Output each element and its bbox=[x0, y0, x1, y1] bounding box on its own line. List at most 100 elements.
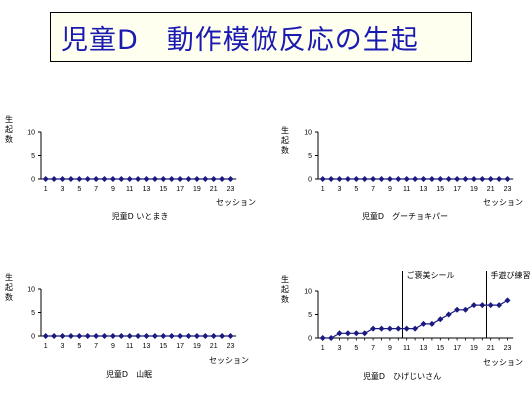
chart-caption: 児童D いとまき bbox=[112, 211, 169, 221]
data-point bbox=[151, 176, 158, 182]
y-tick-label: 10 bbox=[304, 289, 312, 296]
data-point bbox=[378, 176, 385, 182]
data-point bbox=[59, 176, 66, 182]
data-point bbox=[395, 176, 402, 182]
data-point bbox=[185, 176, 192, 182]
x-tick-label: 21 bbox=[487, 345, 495, 352]
data-point bbox=[487, 302, 494, 309]
y-axis-label: 起 bbox=[281, 136, 289, 145]
x-tick-label: 7 bbox=[94, 343, 98, 350]
x-tick-label: 3 bbox=[338, 345, 342, 352]
data-point bbox=[51, 333, 58, 339]
data-point bbox=[370, 176, 377, 182]
x-axis-label: セッション bbox=[209, 356, 249, 365]
data-point bbox=[420, 320, 427, 327]
x-tick-label: 3 bbox=[61, 186, 65, 193]
x-tick-label: 19 bbox=[470, 186, 478, 193]
data-point bbox=[412, 176, 419, 182]
x-tick-label: 5 bbox=[354, 186, 358, 193]
data-point bbox=[353, 330, 360, 337]
page-title: 児童D 動作模倣反応の生起 bbox=[61, 25, 419, 56]
x-tick-label: 17 bbox=[453, 345, 461, 352]
data-point bbox=[59, 333, 66, 339]
data-point bbox=[378, 325, 385, 332]
x-tick-label: 1 bbox=[44, 186, 48, 193]
data-point bbox=[160, 176, 167, 182]
x-tick-label: 13 bbox=[420, 186, 428, 193]
x-tick-label: 9 bbox=[388, 345, 392, 352]
data-point bbox=[319, 176, 326, 182]
data-point bbox=[437, 176, 444, 182]
y-tick-label: 10 bbox=[27, 287, 35, 294]
data-point bbox=[454, 306, 461, 313]
x-tick-label: 23 bbox=[504, 186, 512, 193]
data-point bbox=[135, 333, 142, 339]
x-tick-label: 5 bbox=[77, 343, 81, 350]
data-point bbox=[504, 176, 511, 182]
data-point bbox=[445, 176, 452, 182]
x-tick-label: 17 bbox=[453, 186, 461, 193]
y-axis-label: 数 bbox=[5, 292, 13, 302]
data-point bbox=[496, 302, 503, 309]
x-tick-label: 13 bbox=[143, 186, 151, 193]
chart-caption: 児童D グーチョキパー bbox=[362, 211, 448, 221]
y-axis-label: 起 bbox=[5, 283, 13, 292]
data-point bbox=[336, 330, 343, 337]
data-point bbox=[118, 333, 125, 339]
data-point bbox=[462, 306, 469, 313]
x-tick-label: 17 bbox=[176, 186, 184, 193]
data-point bbox=[403, 176, 410, 182]
data-point bbox=[84, 333, 91, 339]
data-point bbox=[403, 325, 410, 332]
x-tick-label: 11 bbox=[403, 345, 410, 352]
data-point bbox=[219, 176, 226, 182]
x-tick-label: 3 bbox=[61, 343, 65, 350]
x-tick-label: 15 bbox=[159, 186, 167, 193]
data-point bbox=[219, 333, 226, 339]
x-axis-label: セッション bbox=[483, 198, 523, 207]
data-point bbox=[143, 333, 150, 339]
x-tick-label: 7 bbox=[94, 186, 98, 193]
data-point bbox=[168, 333, 175, 339]
data-point bbox=[361, 176, 368, 182]
data-point bbox=[143, 176, 150, 182]
y-tick-label: 5 bbox=[308, 312, 312, 319]
x-tick-label: 13 bbox=[143, 343, 151, 350]
data-point bbox=[386, 325, 393, 332]
data-point bbox=[470, 302, 477, 309]
data-point bbox=[487, 176, 494, 182]
data-point bbox=[353, 176, 360, 182]
data-point bbox=[496, 176, 503, 182]
x-tick-label: 13 bbox=[420, 345, 428, 352]
data-point bbox=[428, 176, 435, 182]
data-point bbox=[76, 176, 83, 182]
data-point bbox=[395, 325, 402, 332]
data-point bbox=[93, 176, 100, 182]
data-point bbox=[101, 333, 108, 339]
data-point bbox=[428, 320, 435, 327]
data-point bbox=[370, 325, 377, 332]
y-axis-label: 生 bbox=[5, 114, 13, 124]
data-point bbox=[344, 330, 351, 337]
data-point bbox=[462, 176, 469, 182]
data-point bbox=[437, 316, 444, 323]
y-tick-label: 0 bbox=[31, 177, 35, 184]
y-axis-label: 数 bbox=[5, 134, 13, 144]
x-tick-label: 11 bbox=[126, 343, 133, 350]
data-point bbox=[42, 176, 49, 182]
x-tick-label: 21 bbox=[210, 186, 218, 193]
data-point bbox=[470, 176, 477, 182]
data-point bbox=[420, 176, 427, 182]
x-tick-label: 1 bbox=[44, 343, 48, 350]
data-point bbox=[336, 176, 343, 182]
x-tick-label: 23 bbox=[227, 343, 235, 350]
y-tick-label: 5 bbox=[308, 153, 312, 160]
data-point bbox=[328, 335, 335, 341]
data-point bbox=[479, 302, 486, 309]
data-point bbox=[344, 176, 351, 182]
data-point bbox=[504, 297, 511, 304]
